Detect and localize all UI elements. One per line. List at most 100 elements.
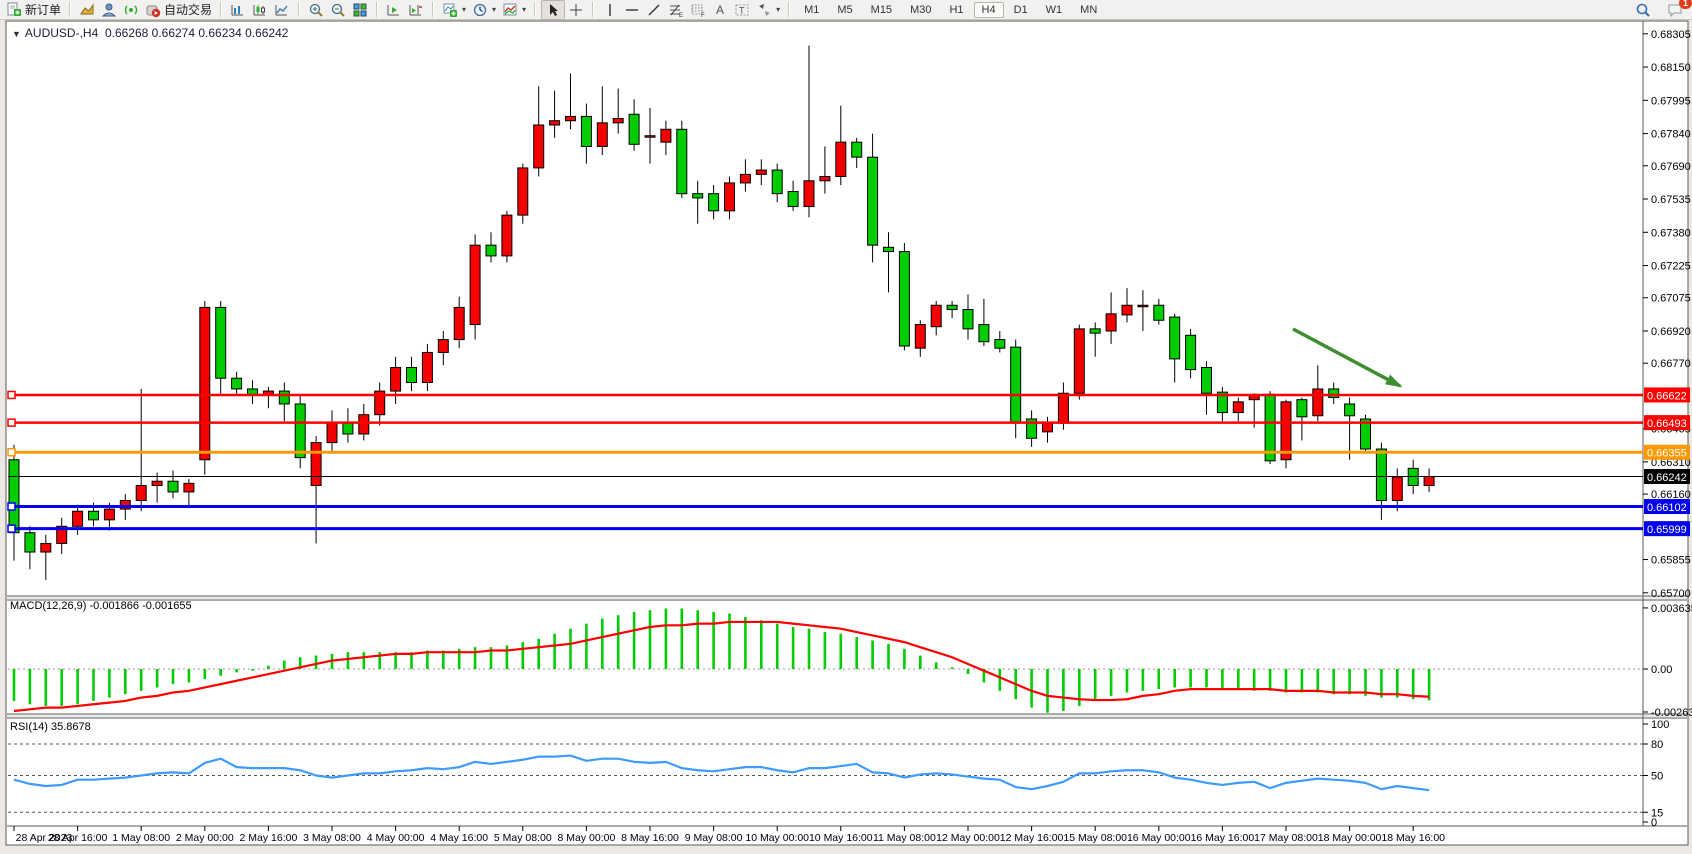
svg-text:-0.00263: -0.00263: [1651, 707, 1692, 719]
hline-handle[interactable]: [7, 447, 16, 457]
chat-button[interactable]: 1: [1664, 0, 1692, 19]
svg-text:0.67075: 0.67075: [1651, 293, 1691, 305]
candle: [1121, 304, 1133, 316]
svg-text:0.65700: 0.65700: [1651, 588, 1691, 600]
candle: [1296, 399, 1308, 418]
new-chart-dropdown[interactable]: ▾: [439, 1, 469, 19]
dropdown-arrow-icon: ▾: [522, 5, 527, 14]
text-label-icon: T: [734, 2, 750, 18]
timeframe-H4[interactable]: H4: [973, 1, 1004, 18]
crosshair-tool-button[interactable]: [565, 1, 587, 19]
candle: [914, 324, 926, 349]
hline-handle[interactable]: [7, 524, 16, 533]
line-chart-button[interactable]: [271, 1, 293, 19]
tile-windows-button[interactable]: [349, 1, 371, 19]
horizontal-lines-layer: [7, 390, 1643, 533]
svg-text:E: E: [679, 13, 683, 18]
svg-text:100: 100: [1651, 719, 1669, 731]
chart-symbol-period: AUDUSD-,H4: [24, 26, 99, 40]
collapse-triangle-icon[interactable]: ▼: [12, 29, 21, 39]
svg-text:T: T: [739, 5, 745, 15]
new-order-label: 新订单: [25, 3, 62, 17]
chart-shift-button[interactable]: [405, 1, 427, 19]
macd-pane: 0.003635 0.00 -0.00263: [8, 603, 1692, 719]
svg-text:0.66242: 0.66242: [1647, 472, 1687, 484]
search-icon: [1635, 2, 1651, 18]
candle: [1280, 401, 1292, 461]
crosshair-icon: [568, 2, 584, 18]
candle: [533, 124, 545, 169]
profile-icon: [101, 2, 117, 18]
horizontal-line-icon: [624, 2, 640, 18]
horizontal-line-tool[interactable]: [621, 1, 643, 19]
timeframe-H1[interactable]: H1: [949, 3, 964, 16]
svg-text:0.68150: 0.68150: [1651, 62, 1691, 74]
grid-tool[interactable]: F: [687, 1, 709, 19]
auto-trading-button[interactable]: 自动交易: [142, 0, 215, 19]
candle: [1216, 391, 1228, 414]
candle: [8, 459, 20, 534]
timeframe-M30[interactable]: M30: [910, 3, 932, 16]
svg-text:0.00: 0.00: [1651, 664, 1672, 676]
candle: [1057, 392, 1069, 424]
profiles-button[interactable]: [98, 1, 120, 19]
candle: [183, 482, 195, 493]
auto-scroll-button[interactable]: [383, 1, 405, 19]
new-chart-icon: [442, 2, 458, 18]
svg-text:0.65999: 0.65999: [1647, 524, 1687, 536]
rsi-value: 35.8678: [50, 721, 91, 733]
text-label-tool[interactable]: T: [731, 1, 753, 19]
candle: [358, 414, 370, 435]
svg-text:0.66310: 0.66310: [1651, 457, 1691, 469]
clock-icon: [472, 2, 488, 18]
separator: [432, 2, 435, 17]
signals-button[interactable]: [120, 1, 142, 19]
bar-chart-button[interactable]: [227, 1, 249, 19]
candle-chart-button[interactable]: [249, 1, 271, 19]
text-tool[interactable]: A: [709, 1, 731, 19]
shapes-dropdown[interactable]: ▾: [753, 1, 783, 19]
fibonacci-tool[interactable]: E: [665, 1, 687, 19]
candle: [406, 366, 417, 384]
candle: [421, 351, 433, 384]
svg-text:0.67995: 0.67995: [1651, 95, 1691, 107]
hline-handle[interactable]: [7, 502, 16, 511]
new-order-button[interactable]: 新订单: [3, 0, 64, 19]
candle: [1137, 304, 1149, 308]
candle: [119, 500, 131, 510]
hline-handle[interactable]: [7, 418, 16, 427]
separator: [592, 2, 595, 17]
timeframe-M5[interactable]: M5: [837, 3, 853, 16]
svg-text:16 May 00:00: 16 May 00:00: [1127, 832, 1191, 844]
notification-badge: 1: [1678, 0, 1692, 9]
timeframe-D1[interactable]: D1: [1013, 3, 1028, 16]
svg-text:0.66920: 0.66920: [1651, 326, 1691, 338]
candle: [24, 532, 36, 553]
periods-dropdown[interactable]: ▾: [469, 1, 499, 19]
vertical-line-tool[interactable]: [599, 1, 621, 19]
zoom-in-button[interactable]: [305, 1, 327, 19]
dropdown-arrow-icon: ▾: [776, 5, 781, 14]
indicators-dropdown[interactable]: ▾: [499, 1, 529, 19]
candle: [40, 542, 52, 553]
candle: [1232, 401, 1244, 414]
timeframe-W1[interactable]: W1: [1045, 3, 1063, 16]
candle: [469, 244, 481, 326]
cursor-tool-button[interactable]: [541, 0, 566, 20]
toolbar: 新订单 自动交易 ▾ ▾ ▾: [0, 0, 1692, 20]
arrow-line[interactable]: [1292, 327, 1401, 388]
timeframe-M1[interactable]: M1: [804, 3, 820, 16]
candle: [231, 377, 243, 390]
trendline-tool[interactable]: [643, 1, 665, 19]
timeframe-M15[interactable]: M15: [870, 3, 893, 16]
timeframe-MN[interactable]: MN: [1080, 3, 1098, 16]
svg-text:0.67380: 0.67380: [1651, 227, 1691, 239]
market-watch-button[interactable]: [76, 1, 98, 19]
zoom-out-button[interactable]: [327, 1, 349, 19]
svg-text:4 May 00:00: 4 May 00:00: [367, 832, 425, 844]
hline-handle[interactable]: [7, 390, 16, 400]
candle: [596, 122, 608, 147]
search-button[interactable]: [1632, 1, 1654, 19]
